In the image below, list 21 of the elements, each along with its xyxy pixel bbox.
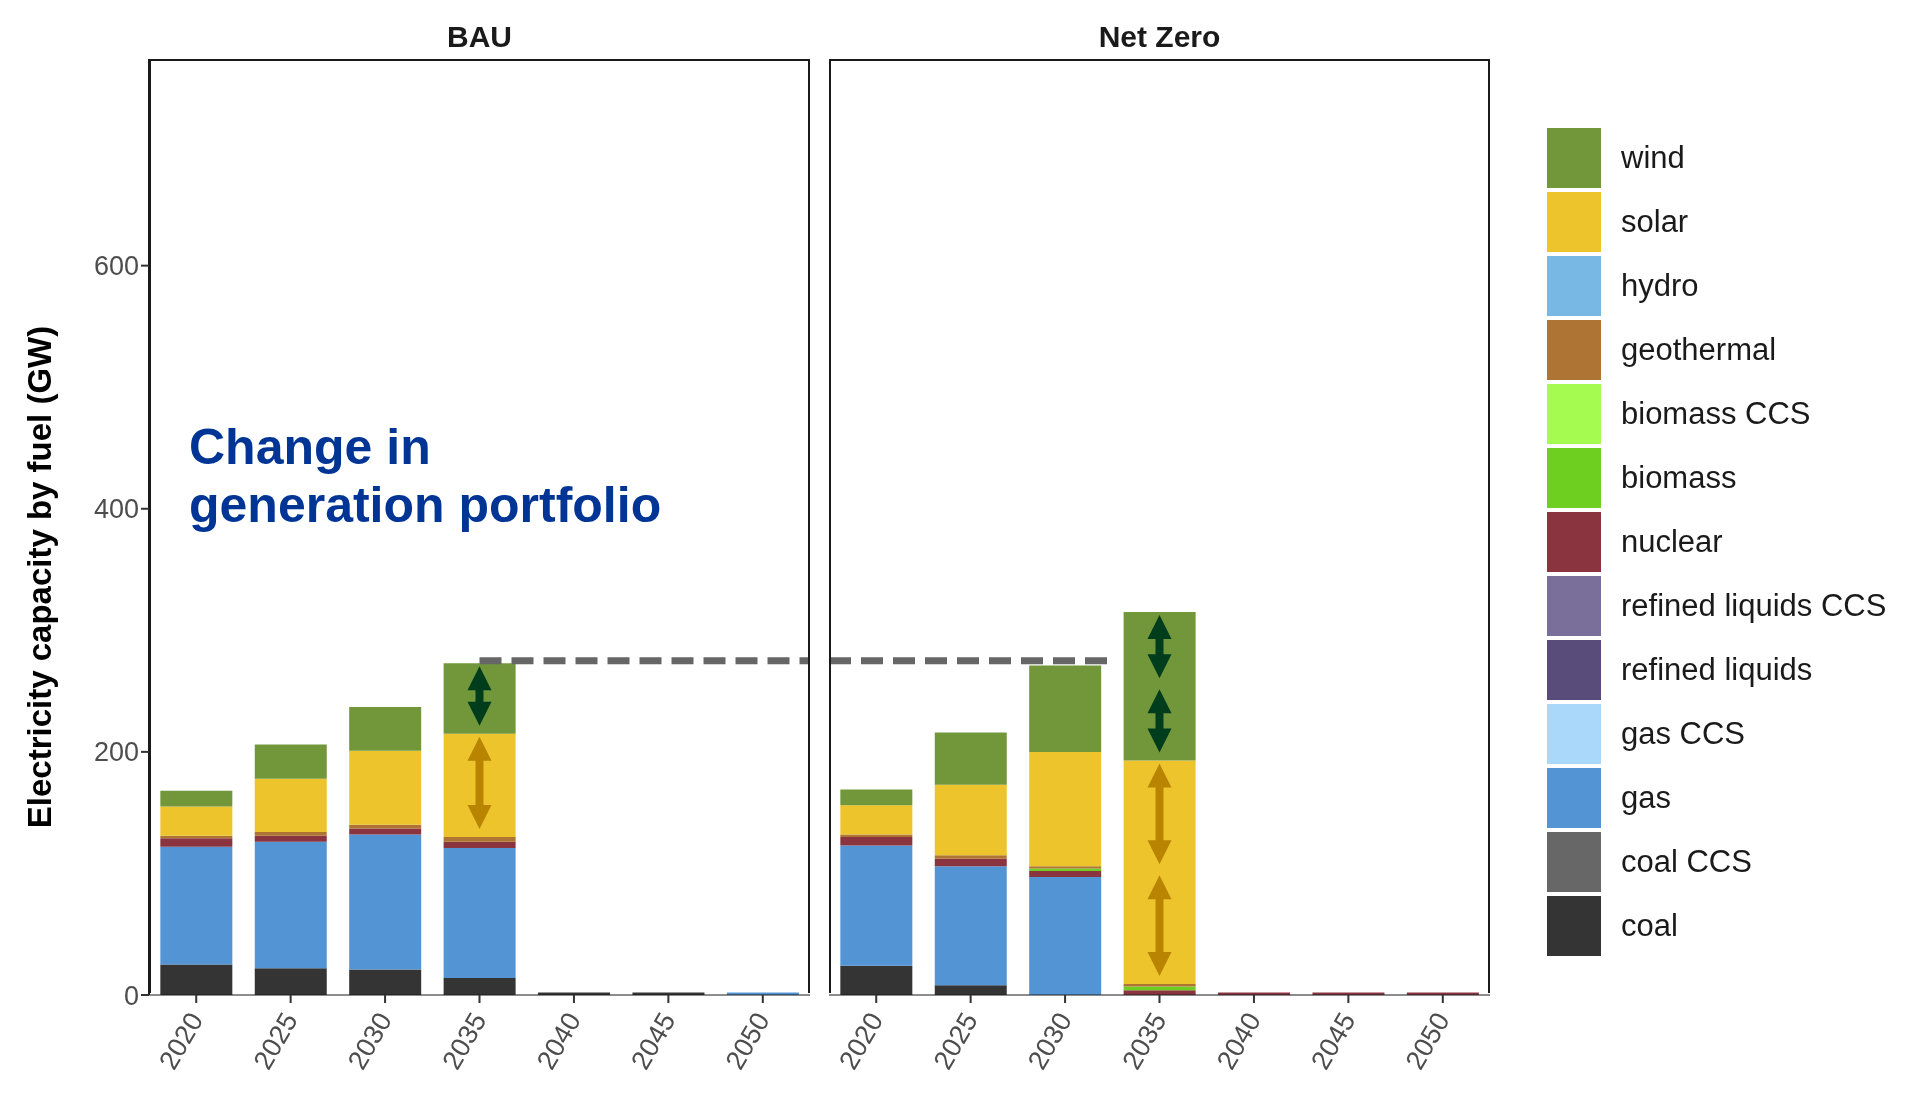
chart-title: BAU — [446, 20, 513, 54]
chart-title: Net Zero — [1097, 20, 1222, 54]
legend-label: refined liquids CCS — [1621, 588, 1887, 624]
legend-label: wind — [1621, 140, 1685, 176]
legend-label: biomass — [1621, 460, 1737, 496]
annotation: Change in generation portfolio — [189, 419, 662, 534]
legend-label: geothermal — [1621, 332, 1777, 368]
y-tick-label: 0 — [123, 980, 139, 1011]
legend-label: biomass CCS — [1621, 396, 1811, 432]
legend-label: refined liquids — [1621, 652, 1813, 688]
y-axis-title: Electricity capacity by fuel (GW) — [21, 325, 59, 829]
legend-label: gas — [1621, 780, 1671, 816]
y-tick-label: 600 — [93, 251, 139, 282]
y-tick-label: 400 — [93, 494, 139, 525]
y-tick-label: 200 — [93, 737, 139, 768]
legend-label: hydro — [1621, 268, 1699, 304]
legend-label: coal CCS — [1621, 844, 1752, 880]
legend-label: nuclear — [1621, 524, 1723, 560]
legend-label: coal — [1621, 908, 1678, 944]
legend-label: gas CCS — [1621, 716, 1746, 752]
legend-label: solar — [1621, 204, 1689, 240]
